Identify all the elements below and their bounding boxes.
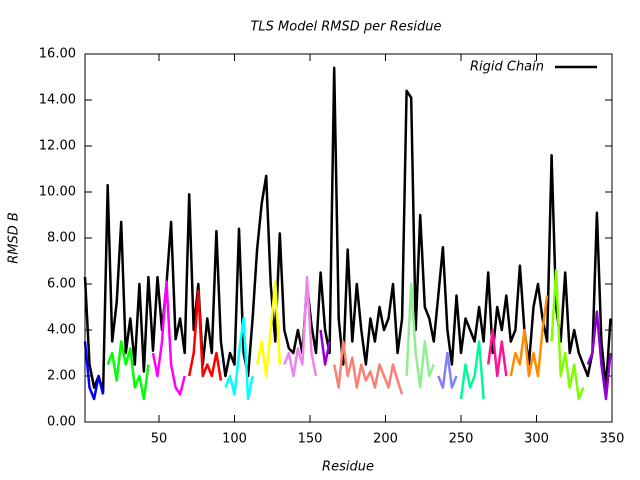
data-line bbox=[106, 340, 150, 401]
x-axis-label: Residue bbox=[322, 460, 374, 475]
legend-label: Rigid Chain bbox=[470, 60, 544, 75]
x-tick-label: 150 bbox=[298, 432, 323, 447]
y-tick-label: 0.00 bbox=[47, 415, 76, 430]
x-tick-label: 50 bbox=[151, 432, 168, 447]
data-line bbox=[83, 341, 105, 401]
y-tick-label: 14.00 bbox=[39, 93, 76, 108]
data-line bbox=[187, 289, 223, 381]
data-line bbox=[509, 295, 549, 378]
chart-title: TLS Model RMSD per Residue bbox=[250, 20, 441, 35]
x-tick-label: 250 bbox=[449, 432, 474, 447]
y-tick-label: 16.00 bbox=[39, 47, 76, 62]
data-line bbox=[550, 268, 585, 401]
x-tick-label: 100 bbox=[222, 432, 247, 447]
y-tick-label: 10.00 bbox=[39, 185, 76, 200]
y-tick-label: 12.00 bbox=[39, 139, 76, 154]
y-tick-label: 4.00 bbox=[47, 323, 76, 338]
data-line bbox=[405, 282, 435, 389]
plot-border bbox=[84, 53, 613, 423]
y-axis-label: RMSD B bbox=[7, 212, 22, 264]
data-line bbox=[332, 340, 404, 395]
data-line bbox=[586, 310, 612, 401]
y-tick-label: 8.00 bbox=[47, 231, 76, 246]
data-line bbox=[151, 280, 186, 396]
data-line bbox=[255, 280, 282, 378]
y-tick-label: 2.00 bbox=[47, 369, 76, 384]
data-line bbox=[437, 351, 458, 389]
data-line bbox=[319, 329, 331, 366]
data-line bbox=[486, 328, 508, 378]
x-tick-label: 350 bbox=[600, 432, 625, 447]
data-line bbox=[224, 317, 254, 401]
data-line bbox=[459, 340, 485, 400]
y-tick-label: 6.00 bbox=[47, 277, 76, 292]
data-line bbox=[83, 66, 612, 394]
x-tick-label: 300 bbox=[524, 432, 549, 447]
data-line bbox=[283, 275, 318, 378]
x-tick-label: 200 bbox=[373, 432, 398, 447]
